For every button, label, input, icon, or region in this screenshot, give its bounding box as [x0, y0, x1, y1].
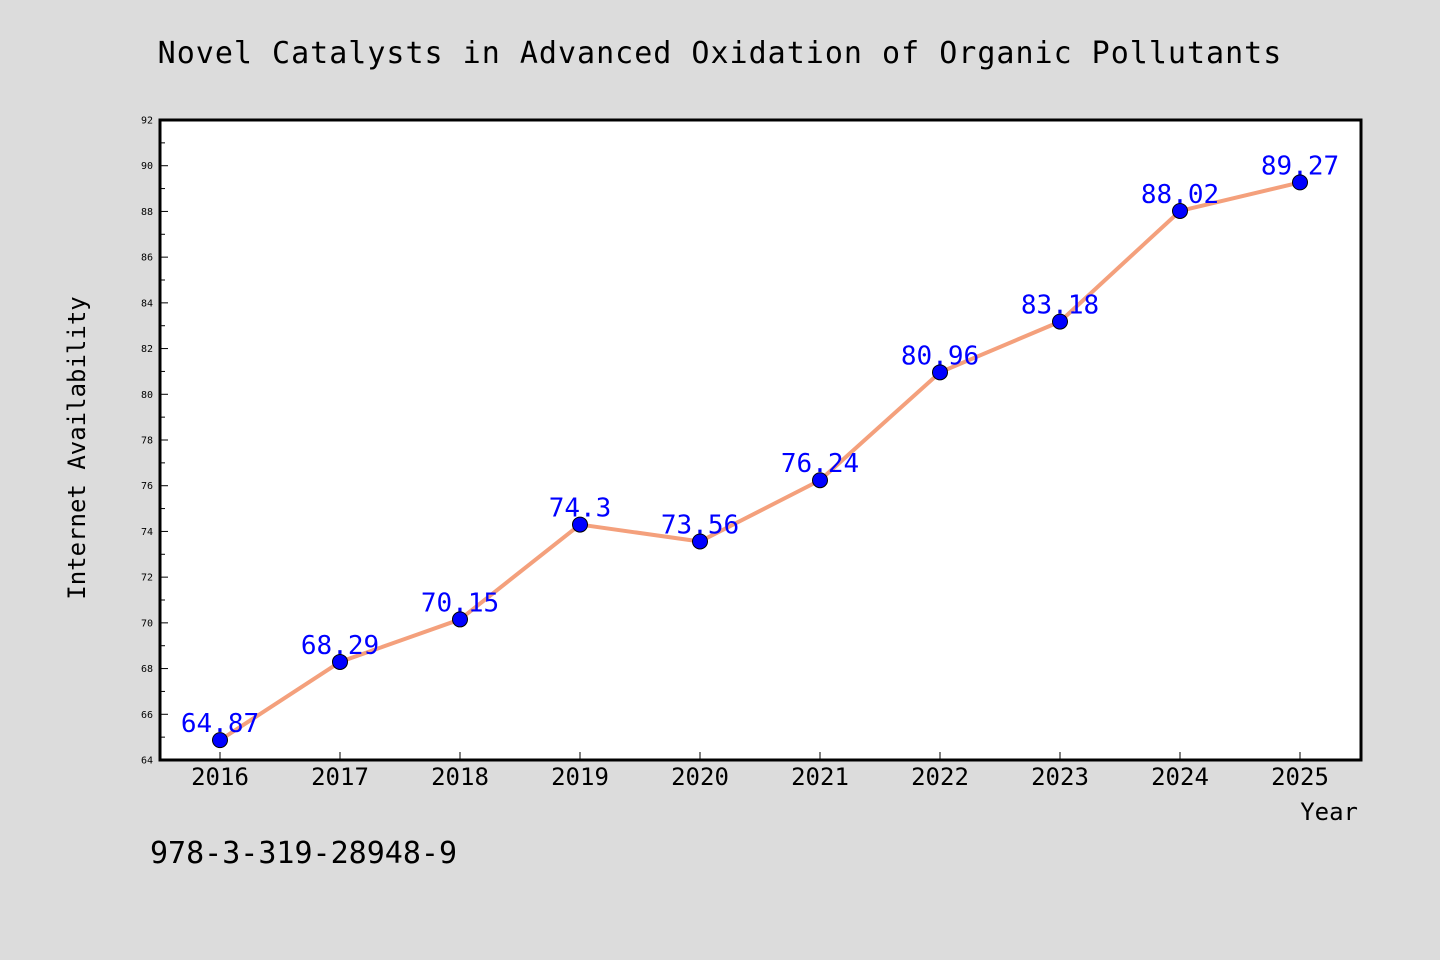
data-label: 88.02 [1141, 180, 1219, 210]
x-tick-label: 2020 [671, 763, 729, 791]
data-label: 89.27 [1261, 151, 1339, 181]
data-labels-group: 64.87 68.29 70.15 74.3 73.56 76.24 80.96 83.18 8… [181, 151, 1339, 739]
y-tick-label: 80 [141, 390, 153, 401]
data-point-marker [212, 732, 228, 749]
y-axis-label: Internet Availability [63, 296, 91, 599]
y-tick-label: 66 [141, 710, 153, 721]
x-tick-label: 2022 [911, 763, 969, 791]
y-tick-label: 92 [141, 116, 153, 127]
y-tick-label: 90 [141, 161, 153, 172]
x-tick-label: 2018 [431, 763, 489, 791]
series-line [218, 180, 1302, 743]
isbn-text: 978-3-319-28948-9 [150, 836, 457, 871]
series-line-group [218, 180, 1302, 743]
x-axis: 2016 2017 2018 2019 2020 2021 2022 2023 2024 2025 [191, 752, 1329, 791]
y-axis: 64 66 68 70 72 74 76 78 80 82 84 86 88 90 92 [141, 116, 168, 767]
x-tick-label: 2016 [191, 763, 249, 791]
y-tick-label: 78 [141, 436, 153, 447]
data-label: 64.87 [181, 709, 259, 739]
x-tick-label: 2019 [551, 763, 609, 791]
y-tick-label: 70 [141, 618, 153, 629]
data-point-marker [932, 364, 948, 381]
y-tick-label: 84 [141, 298, 153, 309]
data-point-marker [572, 516, 588, 533]
data-point-marker [1052, 313, 1068, 330]
data-point-marker [452, 611, 468, 628]
y-tick-label: 68 [141, 664, 153, 675]
x-tick-label: 2025 [1271, 763, 1329, 791]
data-point-marker [332, 653, 348, 670]
x-tick-label: 2024 [1151, 763, 1209, 791]
markers-group [212, 174, 1308, 749]
data-point-marker [692, 533, 708, 550]
y-tick-label: 86 [141, 253, 153, 264]
data-point-marker [1172, 202, 1188, 219]
data-label: 74.3 [549, 494, 612, 524]
data-label: 70.15 [421, 588, 499, 618]
x-tick-label: 2023 [1031, 763, 1089, 791]
x-tick-label: 2021 [791, 763, 849, 791]
y-tick-label: 74 [141, 527, 153, 538]
x-tick-label: 2017 [311, 763, 369, 791]
y-tick-label: 72 [141, 573, 153, 584]
data-point-marker [812, 472, 828, 489]
y-tick-label: 64 [141, 756, 153, 767]
data-label: 73.56 [661, 510, 739, 540]
y-tick-label: 82 [141, 344, 153, 355]
data-label: 80.96 [901, 341, 979, 371]
y-tick-label: 88 [141, 207, 153, 218]
chart-title: Novel Catalysts in Advanced Oxidation of… [158, 36, 1283, 71]
y-tick-label: 76 [141, 481, 153, 492]
data-point-marker [1292, 174, 1308, 191]
data-label: 76.24 [781, 449, 859, 479]
data-label: 83.18 [1021, 291, 1099, 321]
data-label: 68.29 [301, 631, 379, 661]
x-axis-label: Year [1300, 798, 1358, 826]
